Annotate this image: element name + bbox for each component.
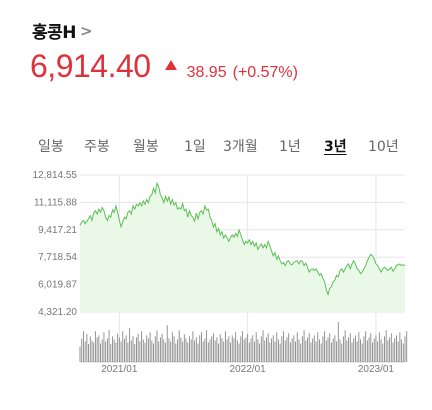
quote-row: 6,914.40 38.95 (+0.57%)	[30, 48, 298, 85]
x-tick-label: 2021/01	[101, 364, 138, 375]
x-tick-label: 2023/01	[358, 364, 395, 375]
tab-monthly[interactable]: 월봉	[133, 139, 159, 155]
price-line	[79, 181, 406, 297]
tab-3year[interactable]: 3년	[324, 139, 347, 155]
tab-3month[interactable]: 3개월	[223, 139, 258, 155]
y-tick-label: 4,321.20	[38, 307, 77, 318]
y-tick-label: 11,115.88	[34, 197, 77, 208]
period-tabs: 일봉 주봉 월봉 1일 3개월 1년 3년 10년	[0, 136, 432, 158]
current-price: 6,914.40	[30, 48, 151, 84]
price-change: 38.95	[186, 64, 227, 81]
tab-1day[interactable]: 1일	[184, 139, 206, 155]
index-title[interactable]: 홍콩H	[32, 23, 77, 43]
up-triangle-icon	[164, 59, 177, 70]
y-tick-label: 6,019.87	[38, 280, 77, 291]
y-tick-label: 7,718.54	[38, 252, 77, 263]
y-tick-label: 9,417.21	[38, 225, 77, 236]
tab-weekly[interactable]: 주봉	[84, 139, 110, 155]
tab-daily[interactable]: 일봉	[38, 139, 64, 155]
tab-1year[interactable]: 1년	[279, 139, 301, 155]
x-tick-label: 2022/01	[230, 364, 267, 375]
header[interactable]: 홍콩H >	[32, 18, 93, 44]
y-tick-label: 12,814.55	[33, 170, 78, 181]
price-change-percent: (+0.57%)	[232, 64, 298, 81]
tab-10year[interactable]: 10년	[368, 139, 399, 155]
chevron-right-icon[interactable]: >	[80, 21, 93, 40]
price-area	[80, 183, 405, 312]
